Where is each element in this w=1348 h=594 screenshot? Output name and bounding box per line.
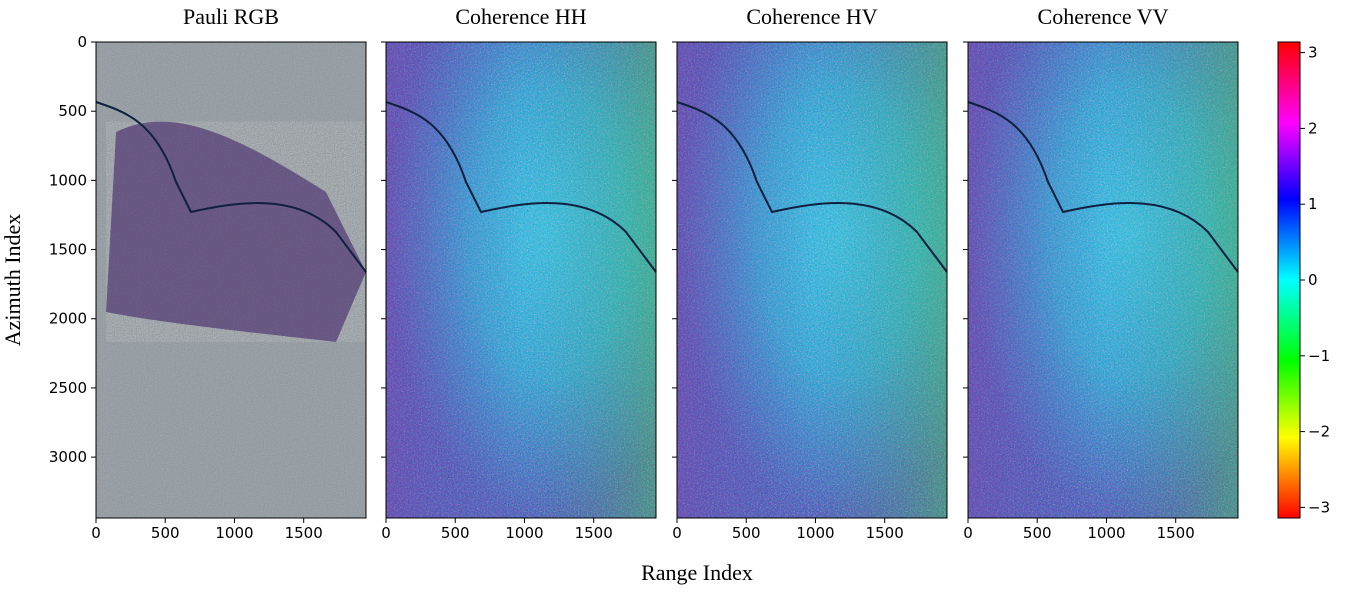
x-tick-label: 1500: [285, 524, 323, 542]
x-tick-label: 500: [441, 524, 470, 542]
x-tick-label: 1500: [575, 524, 613, 542]
x-tick-label: 1000: [1087, 524, 1125, 542]
image-overlay: [968, 42, 1238, 518]
colorbar-tick-label: 1: [1308, 195, 1318, 213]
panel-title: Coherence HH: [455, 4, 586, 29]
image-overlay: [677, 42, 947, 518]
colorbar: [1278, 42, 1300, 518]
x-tick-label: 500: [151, 524, 180, 542]
colorbar-tick-label: −1: [1308, 347, 1330, 365]
colorbar-tick-label: 3: [1308, 44, 1318, 62]
panel-title: Coherence VV: [1038, 4, 1169, 29]
x-tick-label: 1000: [796, 524, 834, 542]
x-tick-label: 0: [672, 524, 682, 542]
x-tick-label: 0: [963, 524, 973, 542]
colorbar-tick-label: −2: [1308, 423, 1330, 441]
y-axis-label: Azimuth Index: [0, 214, 25, 347]
x-axis-label: Range Index: [641, 560, 753, 585]
y-tick-label: 500: [58, 102, 87, 120]
y-tick-label: 1500: [49, 241, 87, 259]
x-tick-label: 0: [381, 524, 391, 542]
x-tick-label: 500: [1023, 524, 1052, 542]
image-overlay: [386, 42, 656, 518]
x-tick-label: 1000: [215, 524, 253, 542]
y-tick-label: 3000: [49, 448, 87, 466]
y-tick-label: 1000: [49, 171, 87, 189]
y-tick-label: 2000: [49, 310, 87, 328]
panel-title: Coherence HV: [746, 4, 877, 29]
colorbar-tick-label: −3: [1308, 498, 1330, 516]
y-tick-label: 0: [77, 33, 87, 51]
x-tick-label: 1500: [1157, 524, 1195, 542]
panel-title: Pauli RGB: [183, 4, 279, 29]
x-tick-label: 1500: [866, 524, 904, 542]
x-tick-label: 1000: [505, 524, 543, 542]
figure: Azimuth Index Range Index Pauli RGB 0 500 1…: [0, 0, 1348, 589]
y-tick-label: 2500: [49, 379, 87, 397]
colorbar-tick-label: 0: [1308, 271, 1318, 289]
colorbar-tick-label: 2: [1308, 119, 1318, 137]
x-tick-label: 0: [91, 524, 101, 542]
x-tick-label: 500: [732, 524, 761, 542]
